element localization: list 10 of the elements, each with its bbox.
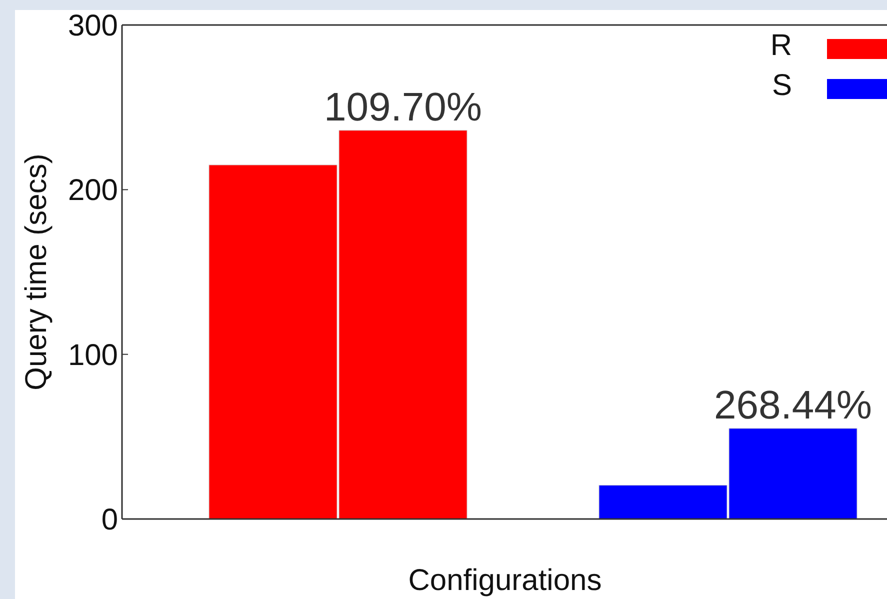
y-tick-label: 300 [68,10,118,42]
y-tick-label: 100 [68,338,118,372]
y-axis-title: Query time (secs) [20,154,53,390]
legend-label: R [770,29,792,62]
annotation: 109.70% [324,85,482,130]
annotation: 268.44% [714,383,872,428]
legend-label: S [772,69,792,102]
y-tick-label: 0 [101,504,118,536]
x-axis-title: Configurations [408,564,602,597]
y-tick-label: 200 [68,174,118,208]
